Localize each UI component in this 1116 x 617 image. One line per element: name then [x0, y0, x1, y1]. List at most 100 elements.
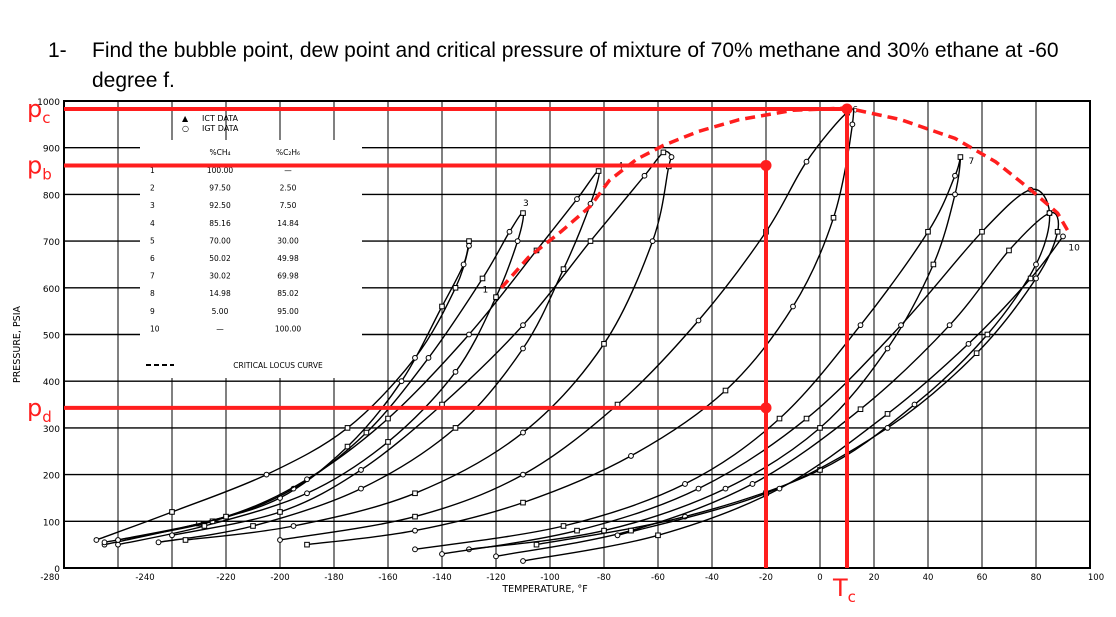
- legend-marker-symbol: ○: [182, 124, 189, 133]
- legend-col-header: %CH₄: [209, 148, 230, 157]
- x-tick-label: -100: [540, 573, 559, 583]
- curve-number-label: 6: [852, 106, 858, 116]
- legend-background: [140, 140, 362, 378]
- data-point: [358, 467, 364, 473]
- pb-label: pb: [27, 151, 52, 183]
- data-point: [1006, 247, 1012, 254]
- data-point: [1054, 228, 1061, 235]
- data-point: [1033, 261, 1039, 268]
- data-point: [973, 350, 980, 356]
- legend-curve-number: 9: [150, 307, 155, 316]
- data-point: [344, 443, 351, 450]
- legend-marker-symbol: ▲: [182, 114, 189, 123]
- data-point: [641, 172, 648, 179]
- data-point: [520, 558, 526, 564]
- data-point: [560, 523, 567, 529]
- data-point: [201, 523, 208, 529]
- x-tick-label: -20: [759, 573, 773, 583]
- data-point: [595, 168, 602, 174]
- data-point: [722, 485, 729, 492]
- legend-curve-number: 6: [150, 254, 155, 263]
- data-point: [439, 303, 445, 310]
- data-point: [277, 509, 283, 515]
- tc-label: Tc: [832, 574, 856, 606]
- data-point: [1027, 275, 1034, 282]
- question-text: Find the bubble point, dew point and cri…: [92, 39, 1059, 92]
- data-point: [93, 537, 100, 543]
- data-point: [849, 121, 856, 128]
- data-point: [290, 523, 297, 529]
- data-point: [884, 411, 891, 417]
- legend-c2h6-value: 30.00: [277, 236, 299, 245]
- data-point: [466, 238, 472, 244]
- data-point: [984, 331, 991, 338]
- data-point: [169, 509, 175, 515]
- pd-label: pd: [27, 394, 52, 426]
- y-tick-label: 400: [43, 378, 60, 388]
- data-point: [452, 425, 459, 431]
- legend-curve-number: 4: [150, 219, 155, 228]
- data-point: [115, 541, 121, 548]
- data-point: [601, 341, 607, 347]
- data-point: [358, 485, 364, 492]
- data-point: [344, 425, 351, 431]
- x-tick-label: -200: [270, 573, 289, 583]
- data-point: [460, 261, 467, 268]
- y-axis-label: PRESSURE, PSIA: [12, 305, 23, 383]
- x-tick-label: 40: [923, 573, 934, 583]
- data-point: [520, 210, 526, 216]
- data-point: [695, 485, 702, 492]
- data-point: [412, 490, 418, 497]
- x-tick-label: 20: [869, 573, 880, 583]
- data-point: [930, 261, 937, 268]
- x-tick-label: -240: [135, 573, 154, 583]
- data-point: [304, 476, 310, 483]
- x-tick-label: 60: [977, 573, 988, 583]
- data-point: [398, 378, 405, 385]
- data-point: [466, 331, 472, 338]
- legend-c2h6-value: 2.50: [280, 184, 297, 193]
- data-point: [250, 523, 256, 529]
- legend-ch4-value: 14.98: [209, 289, 231, 298]
- data-point: [412, 527, 418, 534]
- data-point: [493, 553, 499, 560]
- data-point: [884, 425, 891, 431]
- data-point: [790, 303, 796, 310]
- data-point: [574, 527, 580, 534]
- data-point: [695, 317, 702, 324]
- data-point: [614, 532, 621, 539]
- curve-number-label: 7: [969, 157, 975, 167]
- data-point: [479, 275, 486, 282]
- curve-number-label: 10: [1068, 243, 1080, 253]
- data-point: [957, 154, 964, 160]
- legend-c2h6-value: 14.84: [277, 219, 299, 228]
- data-point: [628, 453, 634, 459]
- data-point: [533, 541, 540, 548]
- data-point: [655, 532, 661, 539]
- legend-marker-label: IGT DATA: [202, 124, 239, 133]
- data-point: [520, 322, 526, 329]
- data-point: [857, 322, 864, 329]
- data-point: [898, 322, 904, 329]
- data-point: [776, 415, 783, 422]
- pc-label-subscript: c: [42, 109, 50, 127]
- data-point: [965, 340, 972, 347]
- data-point: [668, 154, 675, 160]
- data-point: [182, 537, 189, 543]
- annotation-dot: [760, 159, 772, 171]
- legend-c2h6-value: 95.00: [277, 307, 299, 316]
- legend-curve-number: 1: [150, 166, 155, 175]
- phase-envelope-curve-5: [171, 150, 673, 541]
- data-point: [115, 537, 121, 543]
- data-point: [169, 532, 175, 539]
- annotation-dot: [841, 103, 853, 115]
- legend-curve-number: 2: [150, 184, 155, 193]
- curve-number-label: 1: [483, 285, 489, 295]
- data-point: [911, 401, 918, 408]
- x-tick-label: -280: [40, 573, 59, 583]
- legend-ch4-value: —: [216, 324, 224, 333]
- x-tick-label: -120: [486, 573, 505, 583]
- legend-ch4-value: 97.50: [209, 184, 231, 193]
- y-tick-label: 100: [43, 518, 60, 528]
- phase-envelope-curve-9: [495, 211, 1060, 557]
